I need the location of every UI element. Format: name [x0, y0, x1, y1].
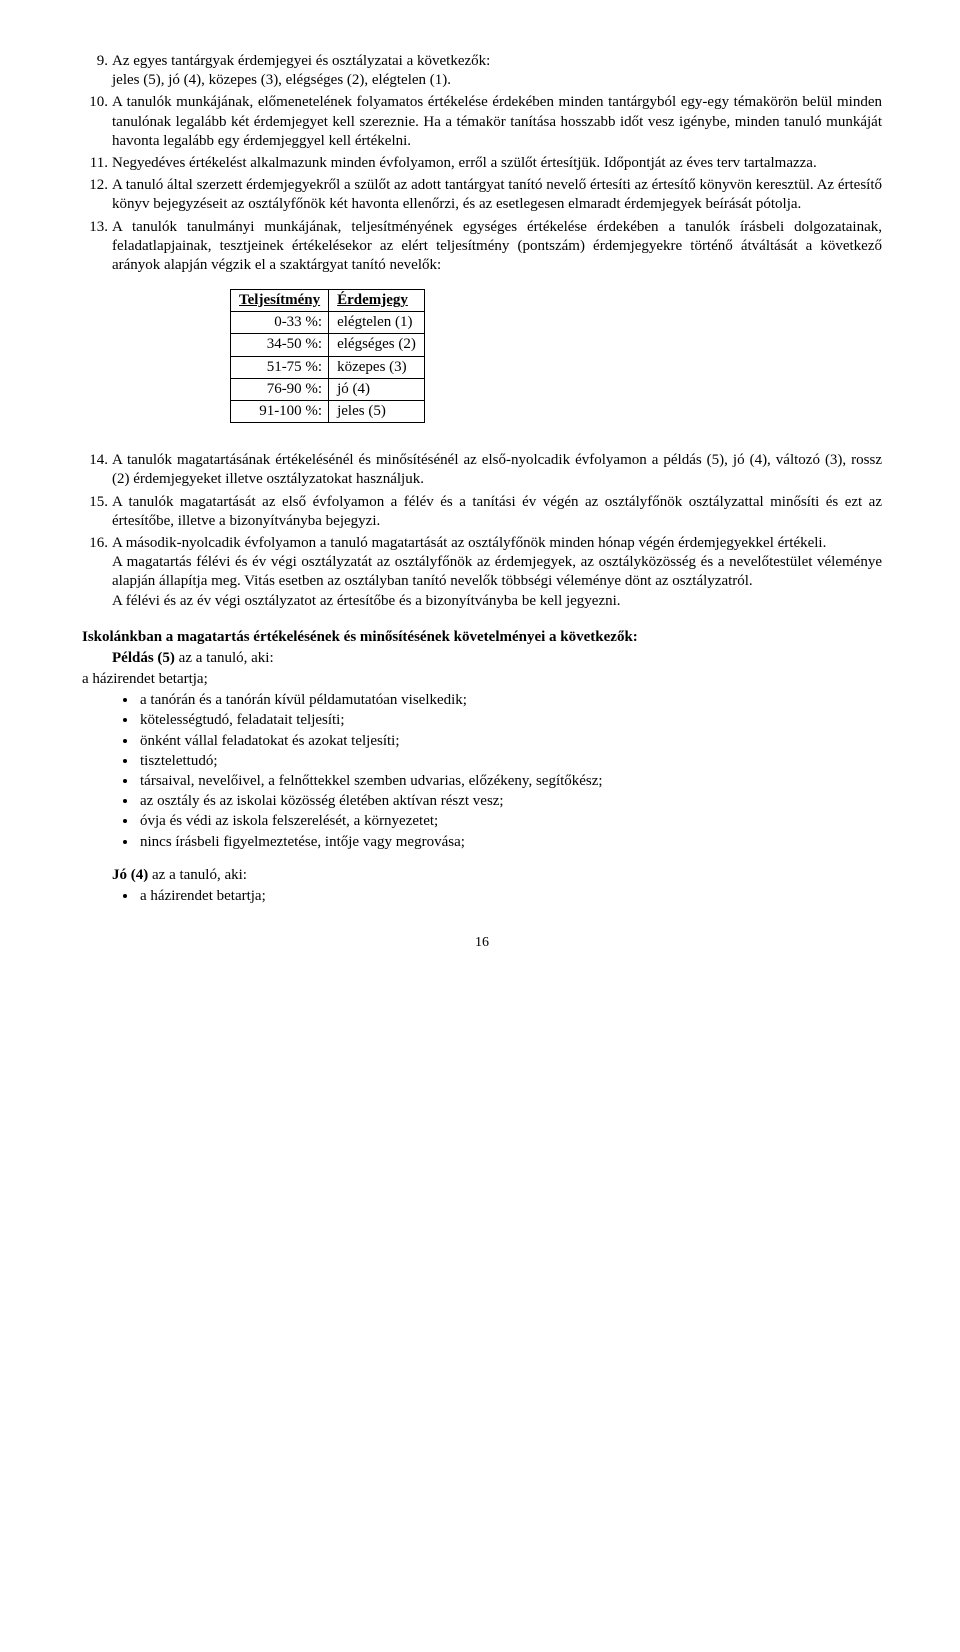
table-row: 51-75 %:közepes (3): [231, 356, 425, 378]
numbered-item: 15.A tanulók magatartását az első évfoly…: [82, 493, 882, 531]
item-number: 14.: [82, 451, 112, 470]
item-subparagraph: A magatartás félévi és év végi osztályza…: [112, 553, 882, 591]
jo-rest: az a tanuló, aki:: [148, 867, 247, 883]
numbered-item: 11.Negyedéves értékelést alkalmazunk min…: [82, 154, 882, 173]
list-item: a házirendet betartja;: [138, 887, 882, 906]
item-body: A tanulók munkájának, előmenetelének fol…: [112, 93, 882, 151]
cell-percent: 0-33 %:: [231, 312, 329, 334]
item-number: 15.: [82, 493, 112, 512]
numbered-item: 13.A tanulók tanulmányi munkájának, telj…: [82, 218, 882, 276]
table-head-grade: Érdemjegy: [329, 290, 425, 312]
list-item: kötelességtudó, feladatait teljesíti;: [138, 711, 882, 730]
cell-grade: jeles (5): [329, 401, 425, 423]
item-number: 16.: [82, 534, 112, 553]
item-paragraph: Az egyes tantárgyak érdemjegyei és osztá…: [112, 52, 882, 71]
list-item: társaival, nevelőivel, a felnőttekkel sz…: [138, 772, 882, 791]
item-number: 11.: [82, 154, 112, 173]
item-paragraph: A tanulók munkájának, előmenetelének fol…: [112, 93, 882, 151]
cell-grade: közepes (3): [329, 356, 425, 378]
item-number: 9.: [82, 52, 112, 71]
cell-percent: 34-50 %:: [231, 334, 329, 356]
table-row: 34-50 %:elégséges (2): [231, 334, 425, 356]
grade-conversion-table: Teljesítmény Érdemjegy 0-33 %:elégtelen …: [230, 289, 425, 423]
page-number: 16: [82, 934, 882, 952]
jo-label: Jó (4): [112, 867, 148, 883]
cell-grade: elégtelen (1): [329, 312, 425, 334]
numbered-item: 16.A második-nyolcadik évfolyamon a tanu…: [82, 534, 882, 611]
list-item: óvja és védi az iskola felszerelését, a …: [138, 812, 882, 831]
peldas-rest: az a tanuló, aki:: [175, 650, 274, 666]
list-item: nincs írásbeli figyelmeztetése, intője v…: [138, 833, 882, 852]
item-paragraph: A tanuló által szerzett érdemjegyekről a…: [112, 176, 882, 214]
item-body: A tanulók tanulmányi munkájának, teljesí…: [112, 218, 882, 276]
peldas-label: Példás (5): [112, 650, 175, 666]
item-body: A tanulók magatartását az első évfolyamo…: [112, 493, 882, 531]
list-item: a tanórán és a tanórán kívül példamutató…: [138, 691, 882, 710]
table-head-performance: Teljesítmény: [231, 290, 329, 312]
peldas-bullets: a tanórán és a tanórán kívül példamutató…: [138, 691, 882, 852]
item-body: A második-nyolcadik évfolyamon a tanuló …: [112, 534, 882, 553]
numbered-item: 10.A tanulók munkájának, előmenetelének …: [82, 93, 882, 151]
table-row: 91-100 %:jeles (5): [231, 401, 425, 423]
list-item: tisztelettudó;: [138, 752, 882, 771]
item-number: 13.: [82, 218, 112, 237]
cell-percent: 91-100 %:: [231, 401, 329, 423]
item-body: A tanuló által szerzett érdemjegyekről a…: [112, 176, 882, 214]
numbered-item: 14.A tanulók magatartásának értékeléséné…: [82, 451, 882, 489]
item-body: A tanulók magatartásának értékelésénél é…: [112, 451, 882, 489]
item-paragraph: Negyedéves értékelést alkalmazunk minden…: [112, 154, 882, 173]
cell-grade: jó (4): [329, 378, 425, 400]
item-paragraph: A tanulók tanulmányi munkájának, teljesí…: [112, 218, 882, 276]
list-item: az osztály és az iskolai közösség életéb…: [138, 792, 882, 811]
peldas-preline: a házirendet betartja;: [82, 670, 882, 689]
cell-grade: elégséges (2): [329, 334, 425, 356]
table-row: 76-90 %:jó (4): [231, 378, 425, 400]
behavior-heading: Iskolánkban a magatartás értékelésének é…: [82, 628, 882, 647]
numbered-item: 12.A tanuló által szerzett érdemjegyekrő…: [82, 176, 882, 214]
jo-bullets: a házirendet betartja;: [138, 887, 882, 906]
item-body: Negyedéves értékelést alkalmazunk minden…: [112, 154, 882, 173]
table-row: 0-33 %:elégtelen (1): [231, 312, 425, 334]
list-item: önként vállal feladatokat és azokat telj…: [138, 732, 882, 751]
cell-percent: 51-75 %:: [231, 356, 329, 378]
item-number: 12.: [82, 176, 112, 195]
item-paragraph: A tanulók magatartásának értékelésénél é…: [112, 451, 882, 489]
item-paragraph: A tanulók magatartását az első évfolyamo…: [112, 493, 882, 531]
item-body: Az egyes tantárgyak érdemjegyei és osztá…: [112, 52, 882, 90]
item-number: 10.: [82, 93, 112, 112]
item-paragraph: A második-nyolcadik évfolyamon a tanuló …: [112, 534, 882, 553]
cell-percent: 76-90 %:: [231, 378, 329, 400]
item-paragraph: jeles (5), jó (4), közepes (3), elégsége…: [112, 71, 882, 90]
item-subparagraph: A félévi és az év végi osztályzatot az é…: [112, 592, 882, 611]
numbered-item: 9.Az egyes tantárgyak érdemjegyei és osz…: [82, 52, 882, 90]
